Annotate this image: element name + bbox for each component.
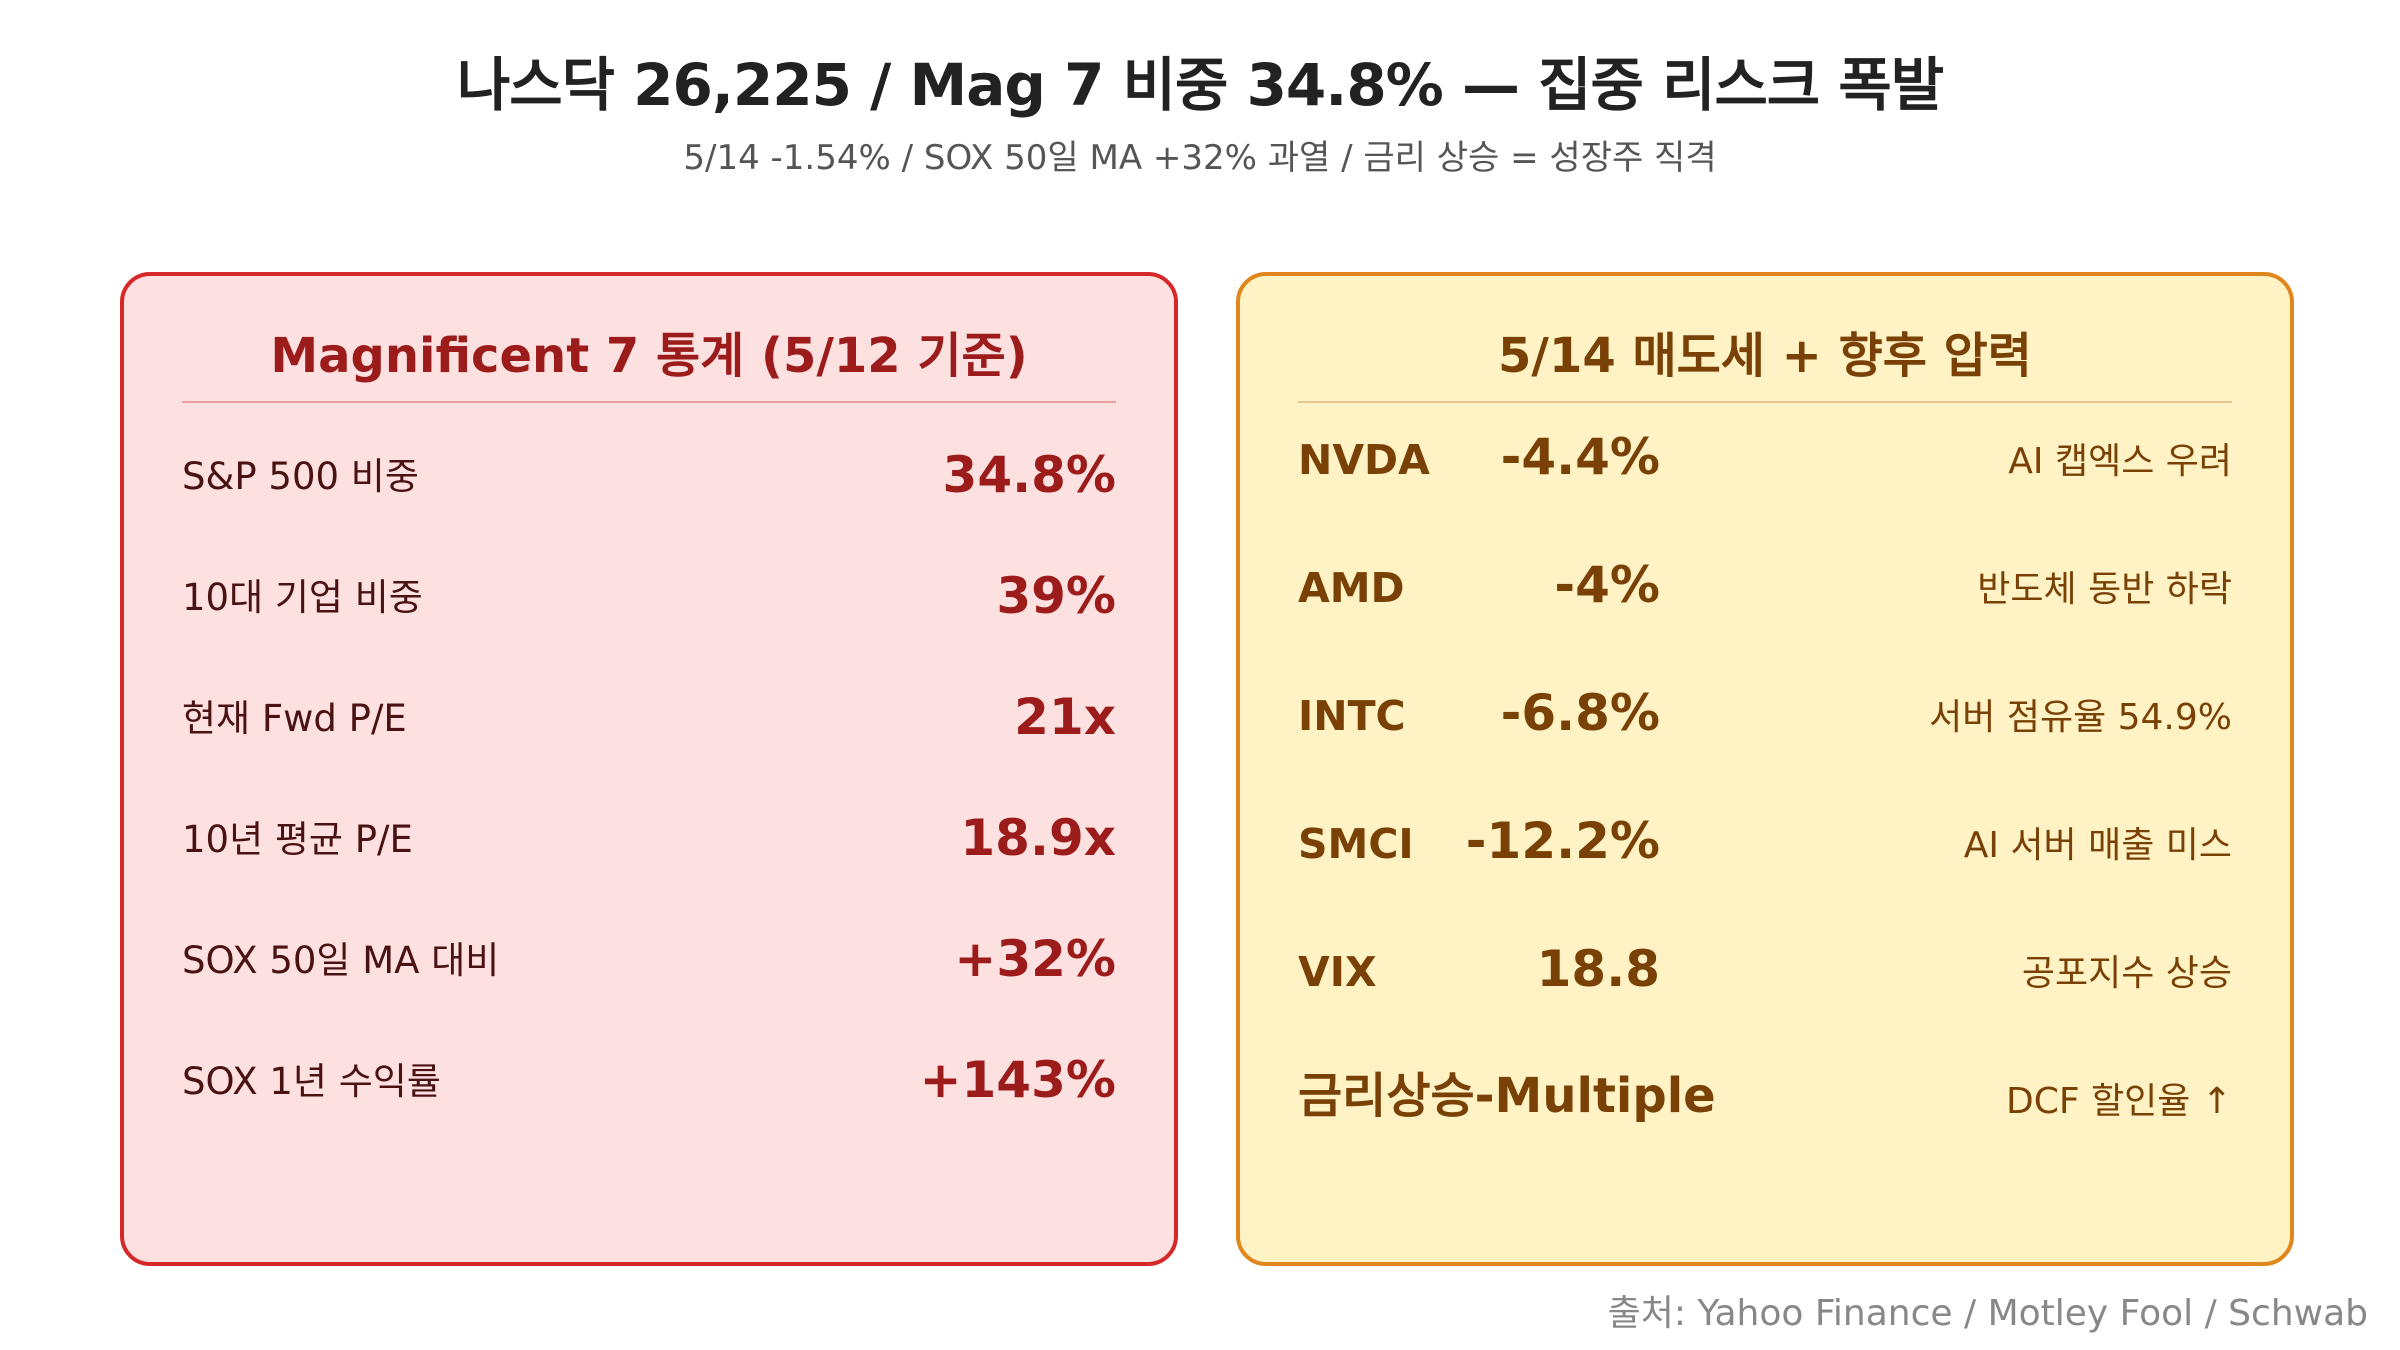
ticker-note: 반도체 동반 하락 [1977, 569, 2232, 610]
ticker-note: AI 서버 매출 미스 [1963, 825, 2232, 866]
stat-row: 10대 기업 비중 39% [182, 559, 1116, 629]
ticker-symbol: VIX [1298, 948, 1377, 996]
ticker-change: -12.2% [1465, 812, 1660, 870]
ticker-row: AMD -4% 반도체 동반 하락 [1298, 550, 2232, 620]
stat-row: S&P 500 비중 34.8% [182, 438, 1116, 508]
selloff-card: 5/14 매도세 + 향후 압력 NVDA -4.4% AI 캡엑스 우려 AM… [1236, 272, 2294, 1266]
ticker-note: 서버 점유율 54.9% [1929, 697, 2232, 738]
stat-label: 현재 Fwd P/E [182, 697, 407, 740]
page-title: 나스닥 26,225 / Mag 7 비중 34.8% — 집중 리스크 폭발 [456, 51, 1944, 119]
stat-value: 39% [996, 567, 1116, 625]
ticker-row: NVDA -4.4% AI 캡엑스 우려 [1298, 422, 2232, 492]
ticker-change: -6.8% [1500, 684, 1660, 742]
stat-value: 18.9x [960, 809, 1116, 867]
selloff-divider [1298, 401, 2232, 403]
rate-multiple-label: 금리상승-Multiple [1298, 1068, 1716, 1124]
stat-value: 34.8% [942, 446, 1116, 504]
stat-value: +143% [919, 1051, 1116, 1109]
source-credit: 출처: Yahoo Finance / Motley Fool / Schwab [1607, 1293, 2368, 1334]
stat-row: 10년 평균 P/E 18.9x [182, 801, 1116, 871]
stat-value: +32% [954, 930, 1116, 988]
rate-multiple-note: DCF 할인율 ↑ [2006, 1081, 2232, 1122]
ticker-change: -4.4% [1500, 428, 1660, 486]
ticker-note: 공포지수 상승 [2021, 953, 2232, 994]
rate-multiple-row: 금리상승-Multiple DCF 할인율 ↑ [1298, 1062, 2232, 1132]
stat-label: S&P 500 비중 [182, 455, 419, 498]
mag7-stats-divider [182, 401, 1116, 403]
ticker-symbol: SMCI [1298, 820, 1414, 868]
stat-row: 현재 Fwd P/E 21x [182, 680, 1116, 750]
stat-row: SOX 1년 수익률 +143% [182, 1043, 1116, 1113]
mag7-stats-card: Magnificent 7 통계 (5/12 기준) S&P 500 비중 34… [120, 272, 1178, 1266]
stat-label: SOX 50일 MA 대비 [182, 939, 500, 982]
stat-label: 10대 기업 비중 [182, 576, 423, 619]
selloff-title: 5/14 매도세 + 향후 압력 [1498, 328, 2032, 384]
ticker-symbol: INTC [1298, 692, 1406, 740]
ticker-row: INTC -6.8% 서버 점유율 54.9% [1298, 678, 2232, 748]
stat-label: SOX 1년 수익률 [182, 1060, 441, 1103]
ticker-change: 18.8 [1536, 940, 1660, 998]
stat-value: 21x [1014, 688, 1116, 746]
ticker-row: SMCI -12.2% AI 서버 매출 미스 [1298, 806, 2232, 876]
ticker-change: -4% [1554, 556, 1660, 614]
stat-label: 10년 평균 P/E [182, 818, 413, 861]
mag7-stats-title: Magnificent 7 통계 (5/12 기준) [270, 328, 1028, 384]
ticker-row: VIX 18.8 공포지수 상승 [1298, 934, 2232, 1004]
page-subtitle: 5/14 -1.54% / SOX 50일 MA +32% 과열 / 금리 상승… [683, 138, 1717, 178]
ticker-symbol: NVDA [1298, 436, 1430, 484]
ticker-symbol: AMD [1298, 564, 1405, 612]
stat-row: SOX 50일 MA 대비 +32% [182, 922, 1116, 992]
ticker-note: AI 캡엑스 우려 [2008, 441, 2232, 482]
